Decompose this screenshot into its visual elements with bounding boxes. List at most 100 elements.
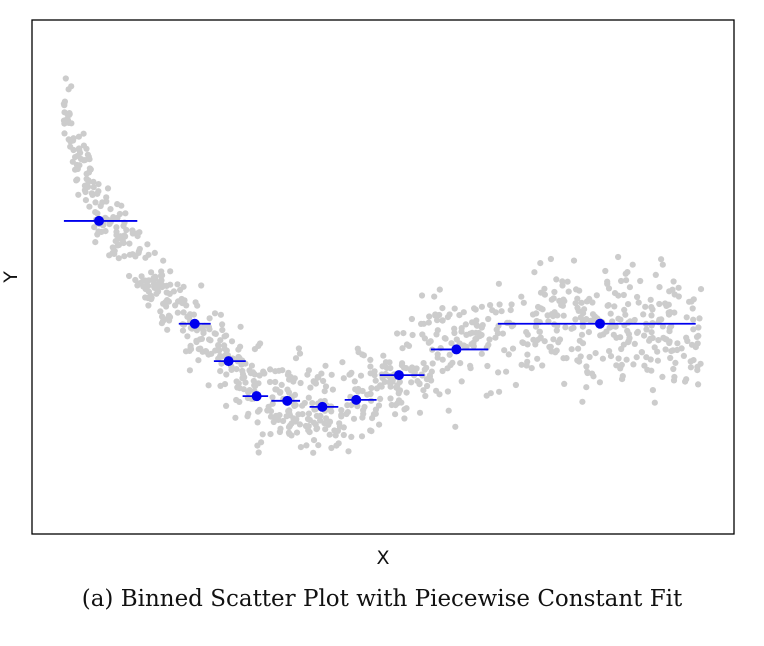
scatter-point xyxy=(186,314,193,321)
scatter-point xyxy=(572,316,579,323)
scatter-point xyxy=(434,351,441,358)
scatter-point xyxy=(295,345,302,352)
scatter-point xyxy=(254,419,261,426)
scatter-point xyxy=(200,328,207,335)
scatter-point xyxy=(399,345,406,352)
scatter-point xyxy=(537,260,544,267)
scatter-point xyxy=(219,326,226,334)
scatter-point xyxy=(344,402,351,409)
scatter-point xyxy=(179,327,187,334)
scatter-point xyxy=(637,277,644,285)
scatter-point xyxy=(83,145,90,152)
scatter-point xyxy=(136,229,143,236)
scatter-point xyxy=(484,362,491,370)
scatter-point xyxy=(651,399,658,406)
scatter-point xyxy=(503,368,510,375)
scatter-point xyxy=(82,197,89,204)
scatter-point xyxy=(239,375,246,382)
scatter-point xyxy=(104,185,112,192)
scatter-point xyxy=(195,357,202,364)
bin-mean-point xyxy=(594,318,605,329)
scatter-point xyxy=(159,313,166,320)
scatter-point xyxy=(544,312,551,319)
scatter-point xyxy=(505,351,512,358)
scatter-point xyxy=(531,269,538,276)
scatter-point xyxy=(675,293,682,300)
scatter-point xyxy=(394,400,401,407)
scatter-point xyxy=(617,334,624,341)
scatter-point xyxy=(620,291,627,299)
scatter-point xyxy=(672,359,679,366)
scatter-point xyxy=(579,323,587,330)
scatter-point xyxy=(539,306,546,313)
scatter-point xyxy=(192,299,199,306)
scatter-point xyxy=(606,348,613,355)
scatter-point xyxy=(197,345,204,352)
scatter-point xyxy=(367,363,374,370)
scatter-point xyxy=(690,316,697,323)
scatter-point xyxy=(602,267,609,275)
scatter-point xyxy=(624,327,631,334)
scatter-point xyxy=(296,421,303,428)
scatter-point xyxy=(90,178,97,185)
scatter-point xyxy=(94,231,101,238)
scatter-point xyxy=(167,281,174,288)
scatter-point xyxy=(297,379,304,387)
scatter-point xyxy=(305,367,312,374)
scatter-point xyxy=(405,342,413,349)
scatter-point xyxy=(193,337,200,344)
scatter-point xyxy=(420,387,427,394)
scatter-point xyxy=(433,331,440,338)
scatter-point xyxy=(304,415,312,423)
scatter-point xyxy=(248,362,255,369)
scatter-point xyxy=(94,210,101,217)
scatter-point xyxy=(107,206,114,213)
scatter-point xyxy=(658,316,665,323)
scatter-point xyxy=(460,309,467,316)
scatter-point xyxy=(578,331,586,338)
scatter-point xyxy=(320,377,327,385)
scatter-point xyxy=(647,296,654,303)
scatter-point xyxy=(695,324,702,331)
scatter-point xyxy=(236,398,243,405)
scatter-point xyxy=(556,336,564,343)
scatter-point xyxy=(121,253,128,260)
scatter-point xyxy=(568,325,575,332)
scatter-point xyxy=(329,386,336,393)
scatter-point xyxy=(643,326,650,333)
scatter-point xyxy=(565,288,572,295)
scatter-point xyxy=(338,413,345,420)
scatter-point xyxy=(644,366,651,373)
scatter-point xyxy=(446,311,453,318)
scatter-point xyxy=(456,312,463,319)
scatter-point xyxy=(379,363,386,370)
scatter-point xyxy=(666,325,673,332)
scatter-point xyxy=(159,282,166,289)
scatter-point xyxy=(129,227,136,234)
scatter-point xyxy=(232,414,239,421)
scatter-point xyxy=(674,340,681,347)
scatter-point xyxy=(167,268,174,275)
scatter-point xyxy=(198,335,205,342)
scatter-point xyxy=(292,355,300,362)
scatter-point xyxy=(509,345,517,352)
scatter-point xyxy=(623,356,630,363)
scatter-point xyxy=(339,359,346,366)
scatter-point xyxy=(583,384,590,391)
scatter-point xyxy=(381,378,388,385)
scatter-point xyxy=(458,378,465,385)
scatter-point xyxy=(606,324,613,331)
scatter-point xyxy=(166,317,173,324)
scatter-point xyxy=(618,277,625,285)
scatter-point xyxy=(309,400,316,407)
scatter-point xyxy=(271,414,279,421)
scatter-point xyxy=(113,228,120,236)
scatter-point xyxy=(626,284,634,291)
scatter-point xyxy=(95,188,102,195)
scatter-point xyxy=(496,301,503,308)
scatter-point xyxy=(267,366,274,373)
scatter-point xyxy=(321,388,328,395)
scatter-point xyxy=(469,329,476,336)
scatter-point xyxy=(285,429,292,436)
scatter-point xyxy=(118,202,125,209)
